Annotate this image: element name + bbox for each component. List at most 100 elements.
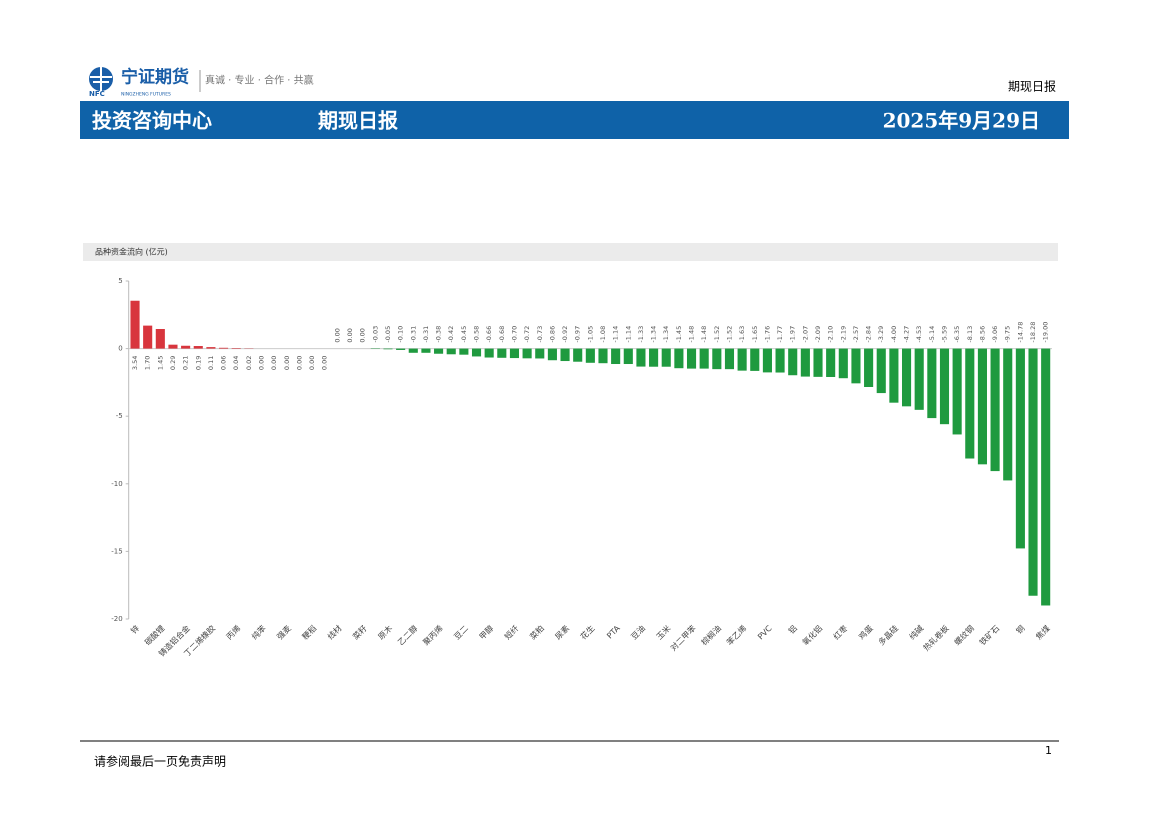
- value-label: 0.00: [308, 356, 316, 370]
- bar: [901, 348, 912, 407]
- bar: [509, 348, 520, 359]
- x-tick-label: 红枣: [831, 623, 849, 641]
- value-label: -1.97: [789, 326, 797, 343]
- x-tick-label: PTA: [605, 623, 622, 640]
- value-label: -8.56: [978, 326, 986, 343]
- bar: [611, 348, 621, 365]
- x-tick-label: 碳酸锂: [142, 623, 166, 647]
- bar: [585, 348, 595, 363]
- bar: [231, 348, 241, 349]
- value-label: -6.35: [953, 326, 961, 343]
- slogan: 真诚 · 专业 · 合作 · 共赢: [205, 74, 314, 87]
- bar: [206, 347, 216, 349]
- bar: [750, 348, 760, 371]
- x-tick-label: 乙二醇: [395, 623, 419, 647]
- value-label: -1.05: [586, 326, 594, 343]
- value-label: 0.06: [220, 356, 228, 370]
- value-label: -1.77: [776, 326, 784, 343]
- value-label: -1.34: [650, 326, 658, 343]
- bar: [990, 348, 1000, 472]
- y-tick-label: -10: [111, 480, 122, 488]
- bar: [826, 348, 836, 377]
- value-label: -1.52: [725, 326, 733, 343]
- x-tick-label: 铝: [786, 623, 799, 636]
- department: 投资咨询中心: [92, 109, 212, 133]
- value-label: -2.07: [801, 326, 809, 343]
- x-tick-label: 花生: [578, 623, 596, 641]
- x-tick-label: 铁矿石: [977, 623, 1001, 647]
- bar: [952, 348, 962, 435]
- bar: [421, 348, 431, 353]
- x-tick-label: 短纤: [502, 623, 520, 641]
- x-tick-label: 焦煤: [1033, 623, 1051, 641]
- value-label: 0.04: [232, 356, 240, 370]
- value-label: -1.48: [688, 326, 696, 343]
- bar: [712, 348, 722, 370]
- value-label: -0.42: [447, 326, 455, 343]
- bar: [1028, 348, 1038, 596]
- value-label: -1.52: [713, 326, 721, 343]
- y-tick-label: 0: [118, 345, 122, 353]
- bar: [724, 348, 735, 370]
- y-tick-label: -5: [116, 412, 123, 420]
- banner-date: 2025年9月29日: [883, 109, 1040, 133]
- value-label: 0.19: [194, 356, 202, 370]
- x-tick-label: PVC: [756, 624, 774, 642]
- x-tick-label: 锌: [128, 623, 141, 636]
- value-label: 0.00: [295, 356, 303, 370]
- value-label: 0.00: [346, 328, 354, 342]
- bar: [800, 348, 810, 377]
- bar: [737, 348, 747, 371]
- x-tick-label: 甲醇: [477, 623, 495, 641]
- banner-title: 期现日报: [318, 109, 398, 133]
- bar: [661, 348, 671, 367]
- bar: [396, 348, 406, 350]
- x-tick-label: 尿素: [553, 623, 571, 641]
- bar: [130, 300, 140, 349]
- x-tick-label: 螺纹钢: [952, 623, 976, 647]
- value-label: 0.11: [207, 356, 215, 370]
- value-label: -2.10: [827, 326, 835, 343]
- value-label: -0.86: [548, 326, 556, 343]
- bar: [560, 348, 570, 362]
- value-label: -9.06: [991, 326, 999, 343]
- bar: [889, 348, 899, 403]
- y-tick-label: -20: [111, 615, 122, 623]
- report-name: 期现日报: [1008, 79, 1056, 94]
- bar: [977, 348, 987, 465]
- value-label: -0.03: [371, 326, 379, 343]
- x-tick-label: 铜: [1014, 623, 1027, 636]
- value-label: -2.19: [839, 326, 847, 343]
- bar: [876, 348, 886, 394]
- x-tick-label: 强麦: [275, 623, 293, 641]
- bar: [788, 348, 798, 376]
- x-tick-label: 纯苯: [249, 623, 267, 641]
- bar: [965, 348, 975, 459]
- bar: [851, 348, 861, 384]
- value-label: 0.00: [321, 356, 329, 370]
- bar: [636, 348, 646, 367]
- value-label: -14.78: [1016, 322, 1024, 343]
- x-tick-label: 豆二: [452, 624, 470, 642]
- x-tick-label: 粳稻: [300, 623, 318, 641]
- value-label: 0.00: [270, 356, 278, 370]
- value-label: 1.45: [156, 356, 164, 370]
- page-number: 1: [1045, 744, 1052, 757]
- bar: [383, 348, 393, 350]
- bar: [939, 348, 950, 425]
- value-label: -1.14: [612, 326, 620, 343]
- value-label: -8.13: [966, 326, 974, 343]
- value-label: -1.14: [624, 326, 632, 343]
- value-label: -4.00: [890, 326, 898, 343]
- logo-icon-lines: [90, 67, 112, 91]
- bar: [649, 348, 659, 367]
- logo-sub: NINGZHENG FUTURES: [121, 92, 171, 98]
- value-label: -2.09: [814, 326, 822, 343]
- value-label: -2.84: [865, 326, 873, 343]
- value-label: -1.76: [763, 326, 771, 343]
- x-tick-label: 鸡蛋: [856, 623, 874, 641]
- value-label: 0.29: [169, 356, 177, 370]
- bar: [838, 348, 848, 379]
- bar: [686, 348, 697, 369]
- value-label: -0.10: [397, 326, 405, 343]
